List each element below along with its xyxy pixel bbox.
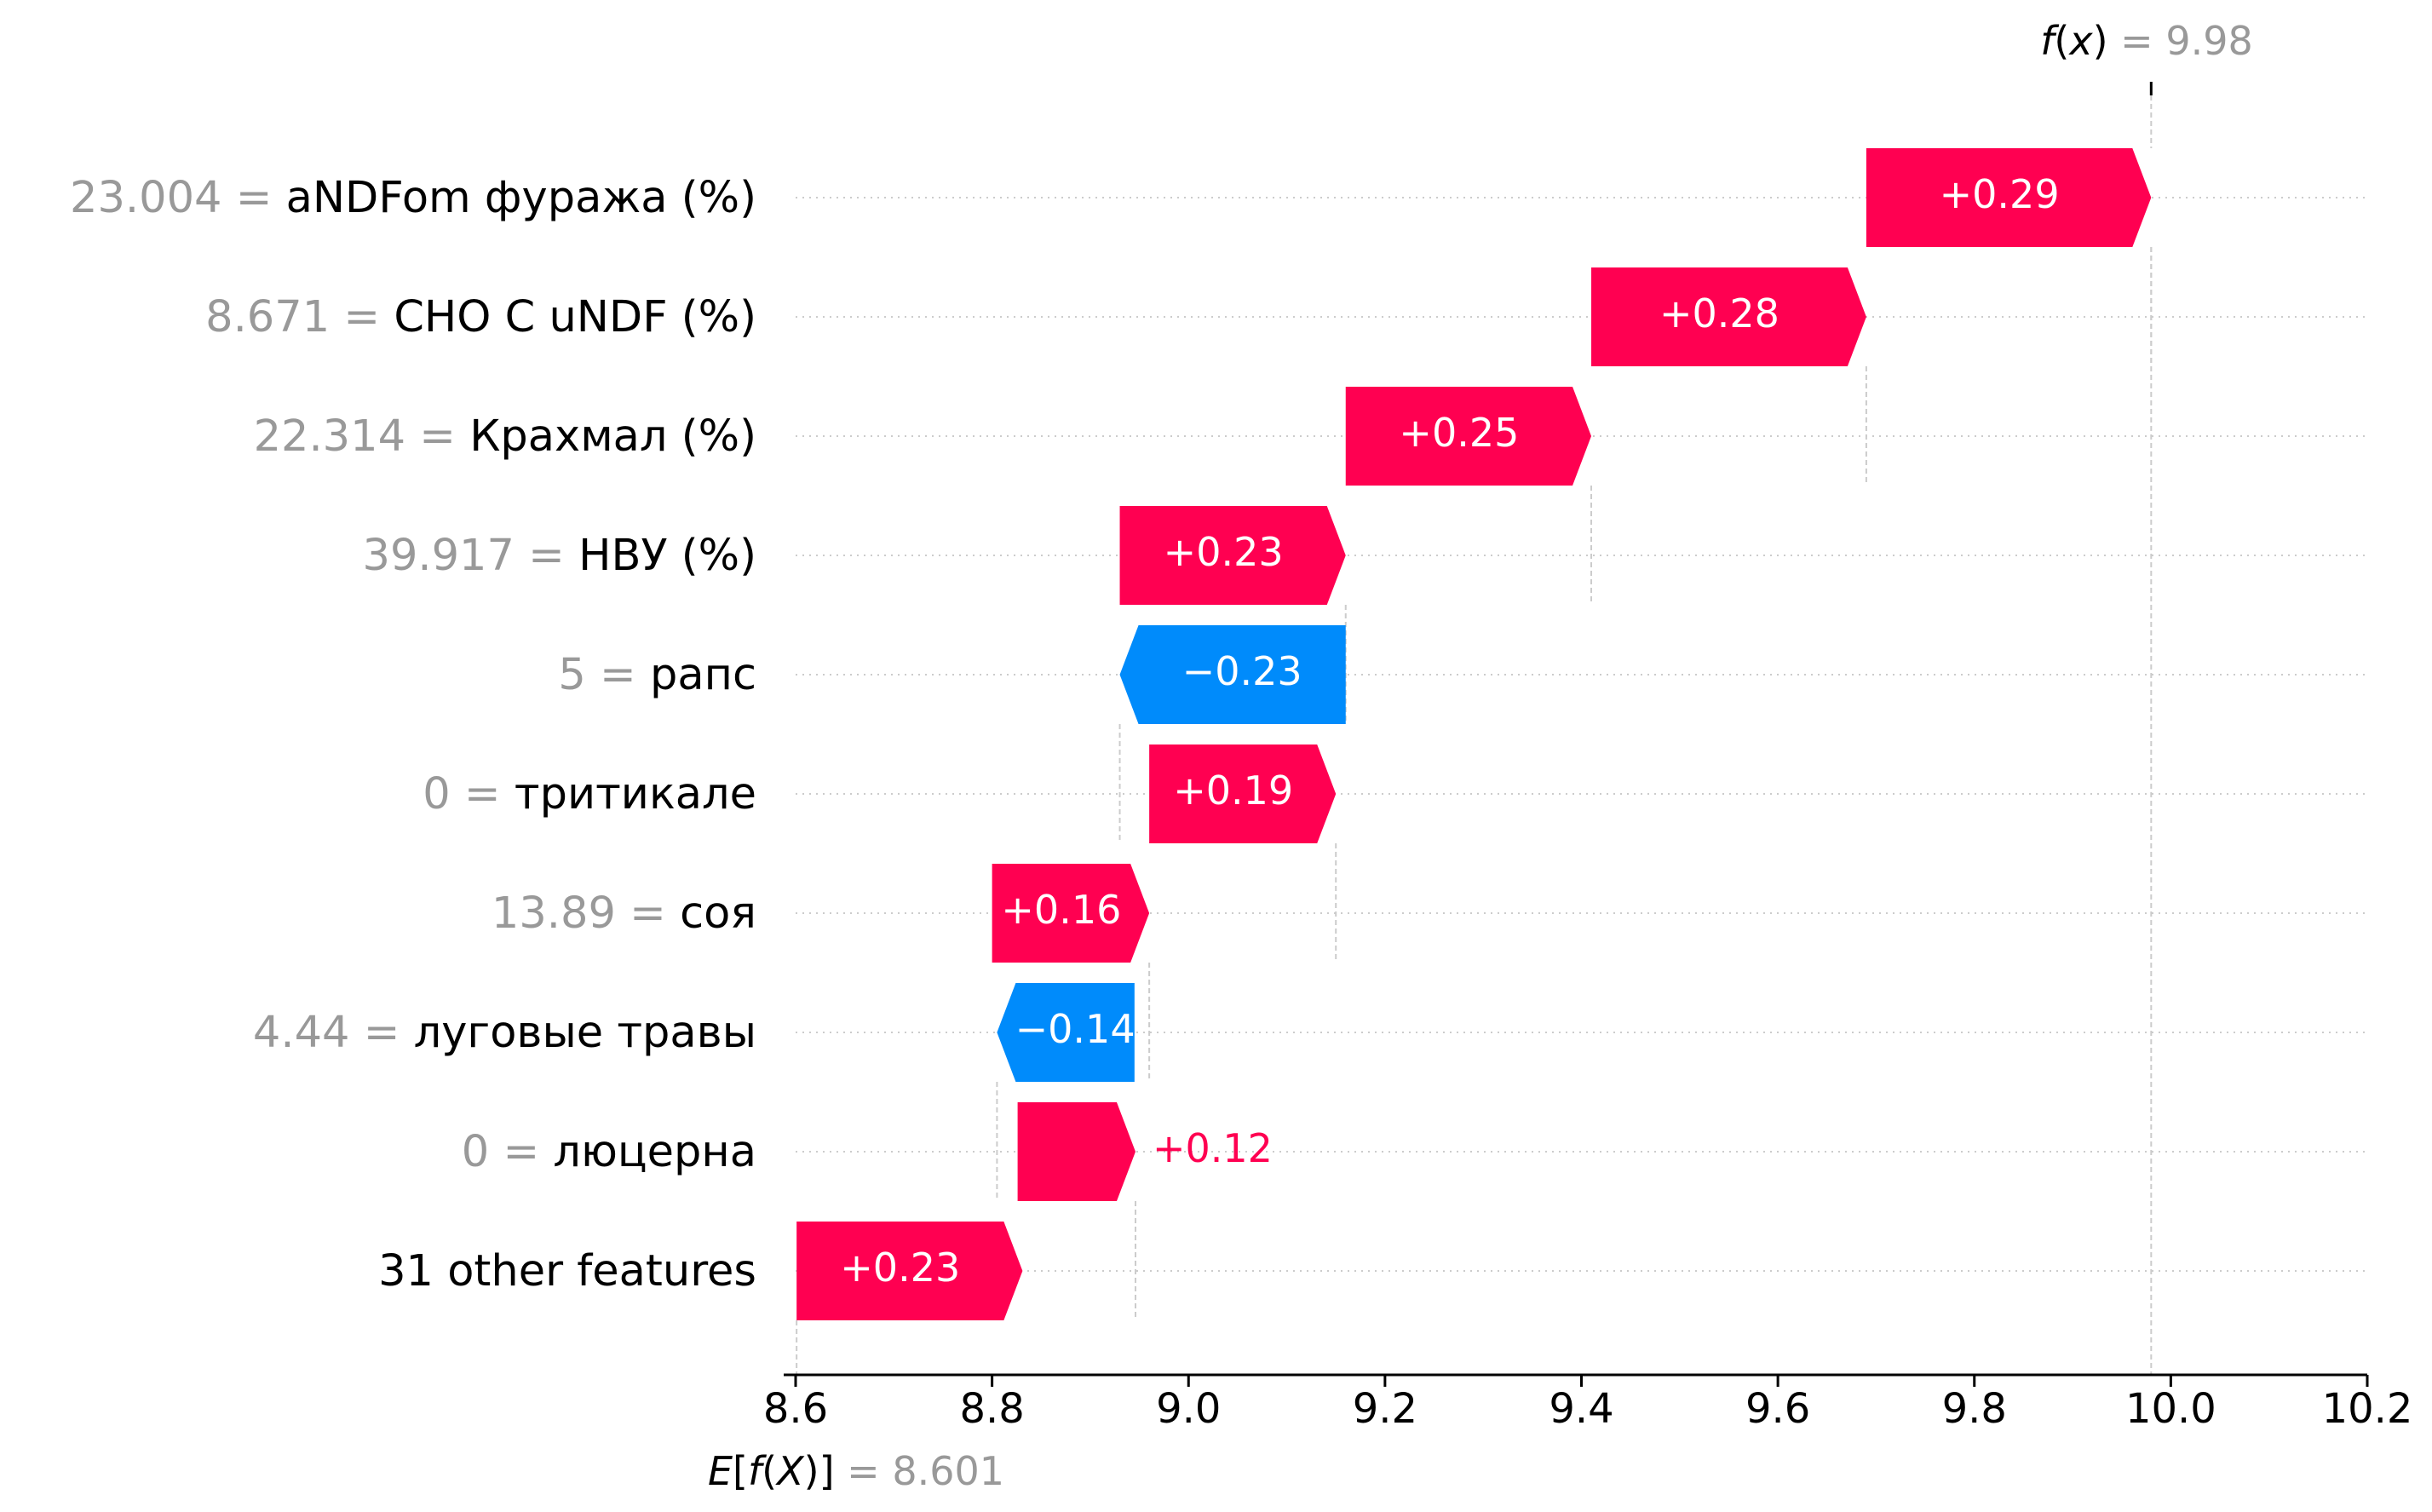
feature-name: aNDFom фуража (%) [286,173,756,223]
bar-value-label: +0.16 [1001,887,1121,933]
feature-label: 13.89 = соя [492,888,756,939]
base-eq: = [835,1448,893,1494]
feature-equals: = [405,411,469,462]
feature-name: рапс [650,650,756,700]
feature-equals: = [586,650,650,700]
feature-value: 5 [558,650,585,700]
bar-negative [997,983,1135,1082]
bar-positive [796,1222,1023,1320]
feature-value: 22.314 [254,411,405,462]
feature-value: 8.671 [205,292,330,342]
feature-name: НВУ (%) [578,531,756,581]
x-tick-label: 9.0 [1156,1385,1221,1433]
x-tick-label: 8.8 [959,1385,1024,1433]
x-tick-label: 10.0 [2125,1385,2216,1433]
x-axis: 8.6 8.8 9.0 9.2 9.4 9.6 9.8 10.0 10.2 [763,1373,2413,1433]
base-X: X [775,1448,805,1494]
feature-label: 22.314 = Крахмал (%) [254,411,756,462]
bar-value-label: +0.23 [840,1245,960,1291]
fx-value: 9.98 [2165,18,2252,64]
feature-name: CHO C uNDF (%) [394,292,756,342]
feature-name: Крахмал (%) [469,411,756,462]
bar-value-label: −0.23 [1182,648,1302,694]
feature-label: 39.917 = НВУ (%) [363,531,757,581]
base-paren-open: ( [762,1448,777,1494]
feature-name: соя [680,888,756,939]
bar-value-label: +0.25 [1399,410,1519,456]
x-tick-label: 9.6 [1745,1385,1810,1433]
feature-equals: = [616,888,680,939]
base-value-label: E[f(X)] = 8.601 [708,1448,1004,1494]
bar-value-label: −0.14 [1015,1006,1136,1052]
feature-equals: = [489,1127,553,1177]
base-paren-close: )] [804,1448,835,1494]
feature-label: 4.44 = луговые травы [253,1008,756,1058]
feature-value: 13.89 [492,888,616,939]
bar-positive [1591,267,1866,366]
bar-positive [1149,745,1337,843]
feature-label: 31 other features [378,1246,756,1296]
feature-equals: = [330,292,394,342]
bar-positive [1866,148,2152,247]
feature-equals: = [221,173,285,223]
feature-name: люцерна [553,1127,756,1177]
base-bracket-open: [ [733,1448,748,1494]
feature-value: 23.004 [70,173,221,223]
feature-label: 5 = рапс [558,650,756,700]
fx-var: x [2067,18,2093,64]
x-tick-label: 8.6 [763,1385,828,1433]
connector-lines [796,82,2153,1375]
bar-positive [1345,387,1592,486]
feature-label: 23.004 = aNDFom фуража (%) [70,173,756,223]
bar-negative [1119,625,1346,724]
feature-value: 0 [462,1127,489,1177]
base-value: 8.601 [892,1448,1004,1494]
bars: +0.29 +0.28 +0.25 +0.23 −0.23 +0.19 +0.16 −0.14… [796,148,2152,1320]
fx-label: f(x) = 9.98 [2040,18,2253,64]
feature-equals: = [451,769,515,819]
feature-value: 39.917 [363,531,515,581]
feature-equals: = [515,531,578,581]
feature-label: 0 = тритикале [423,769,756,819]
feature-label: 8.671 = CHO C uNDF (%) [205,292,756,342]
bar-positive [1119,506,1346,605]
bar-value-label: +0.12 [1153,1125,1273,1171]
feature-labels: 23.004 = aNDFom фуража (%) 8.671 = CHO C … [70,173,756,1296]
x-tick-label: 9.4 [1549,1385,1613,1433]
x-tick-label: 10.2 [2322,1385,2413,1433]
fx-paren-close: ) [2093,18,2108,64]
bar-positive [992,864,1150,963]
bar-value-label: +0.28 [1659,290,1779,336]
fx-paren-open: ( [2054,18,2069,64]
feature-value: 4.44 [253,1008,350,1058]
feature-name: тритикале [515,769,756,819]
feature-name: 31 other features [378,1246,756,1296]
feature-equals: = [349,1008,413,1058]
bar-value-label: +0.23 [1164,529,1284,575]
fx-eq: = [2108,18,2166,64]
x-tick-label: 9.8 [1942,1385,2007,1433]
feature-name: луговые травы [414,1008,756,1058]
bar-value-label: +0.19 [1173,767,1293,813]
base-E: E [708,1448,733,1494]
feature-value: 0 [423,769,450,819]
feature-label: 0 = люцерна [462,1127,756,1177]
bar-positive [1017,1102,1136,1201]
bar-value-label: +0.29 [1940,171,2060,217]
x-tick-label: 9.2 [1353,1385,1417,1433]
